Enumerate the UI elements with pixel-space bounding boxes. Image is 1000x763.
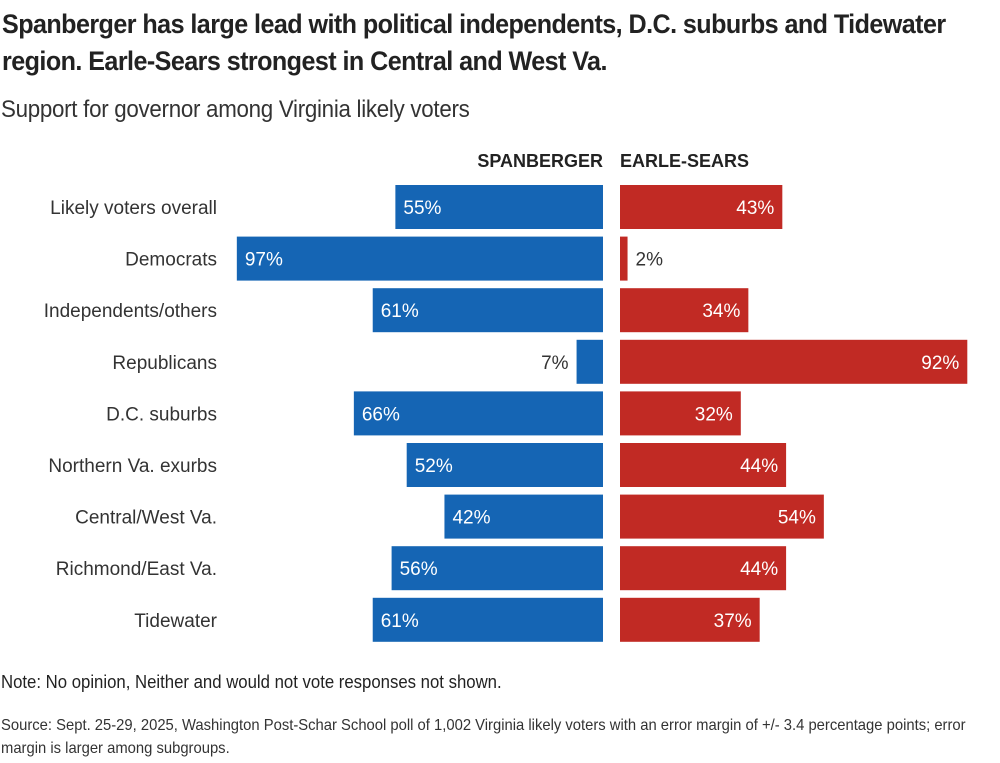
category-label: Northern Va. exurbs bbox=[48, 456, 217, 477]
data-label-earle-sears: 2% bbox=[636, 250, 664, 271]
category-label: Republicans bbox=[112, 353, 217, 374]
bar-earle-sears bbox=[620, 597, 760, 642]
bar-spanberger bbox=[395, 185, 603, 229]
data-label-earle-sears: 32% bbox=[695, 404, 733, 425]
data-label-earle-sears: 54% bbox=[778, 508, 816, 529]
data-label-spanberger: 61% bbox=[381, 301, 419, 322]
data-label-spanberger: 97% bbox=[245, 250, 283, 271]
bar-spanberger bbox=[576, 339, 603, 384]
bar-earle-sears bbox=[620, 185, 783, 229]
bar-spanberger bbox=[391, 546, 603, 591]
bar-spanberger bbox=[236, 236, 603, 281]
data-label-spanberger: 52% bbox=[415, 456, 453, 477]
data-label-spanberger: 55% bbox=[403, 198, 441, 219]
data-label-earle-sears: 34% bbox=[702, 301, 740, 322]
data-label-spanberger: 61% bbox=[381, 611, 419, 632]
bar-earle-sears bbox=[620, 288, 749, 333]
bar-spanberger bbox=[406, 443, 603, 487]
chart-title: Spanberger has large lead with political… bbox=[2, 9, 946, 76]
data-label-earle-sears: 44% bbox=[740, 456, 778, 477]
data-label-spanberger: 42% bbox=[452, 508, 490, 529]
bar-earle-sears bbox=[620, 546, 787, 591]
bar-earle-sears bbox=[620, 443, 787, 487]
data-label-earle-sears: 37% bbox=[714, 611, 752, 632]
bar-earle-sears bbox=[620, 236, 628, 281]
bar-earle-sears bbox=[620, 339, 968, 384]
bar-earle-sears bbox=[620, 391, 741, 436]
series-header-earle-sears: EARLE-SEARS bbox=[620, 151, 749, 171]
category-label: Democrats bbox=[125, 250, 217, 271]
data-label-spanberger: 7% bbox=[541, 353, 569, 374]
category-label: D.C. suburbs bbox=[106, 404, 217, 425]
chart-note: Note: No opinion, Neither and would not … bbox=[1, 672, 502, 692]
category-label: Richmond/East Va. bbox=[56, 559, 217, 580]
data-label-earle-sears: 92% bbox=[921, 353, 959, 374]
chart-source: Source: Sept. 25-29, 2025, Washington Po… bbox=[1, 717, 966, 757]
chart-subtitle: Support for governor among Virginia like… bbox=[1, 96, 470, 123]
data-label-spanberger: 66% bbox=[362, 404, 400, 425]
bar-earle-sears bbox=[620, 494, 824, 539]
category-label: Central/West Va. bbox=[75, 508, 217, 529]
bar-spanberger bbox=[372, 597, 603, 642]
category-label: Tidewater bbox=[134, 611, 217, 632]
bar-spanberger bbox=[444, 494, 603, 539]
data-label-earle-sears: 44% bbox=[740, 559, 778, 580]
category-label: Independents/others bbox=[44, 301, 217, 322]
data-label-earle-sears: 43% bbox=[736, 198, 774, 219]
data-label-spanberger: 56% bbox=[400, 559, 438, 580]
series-header-spanberger: SPANBERGER bbox=[477, 151, 603, 171]
bar-spanberger bbox=[353, 391, 603, 436]
bar-spanberger bbox=[372, 288, 603, 333]
category-label: Likely voters overall bbox=[50, 198, 217, 219]
